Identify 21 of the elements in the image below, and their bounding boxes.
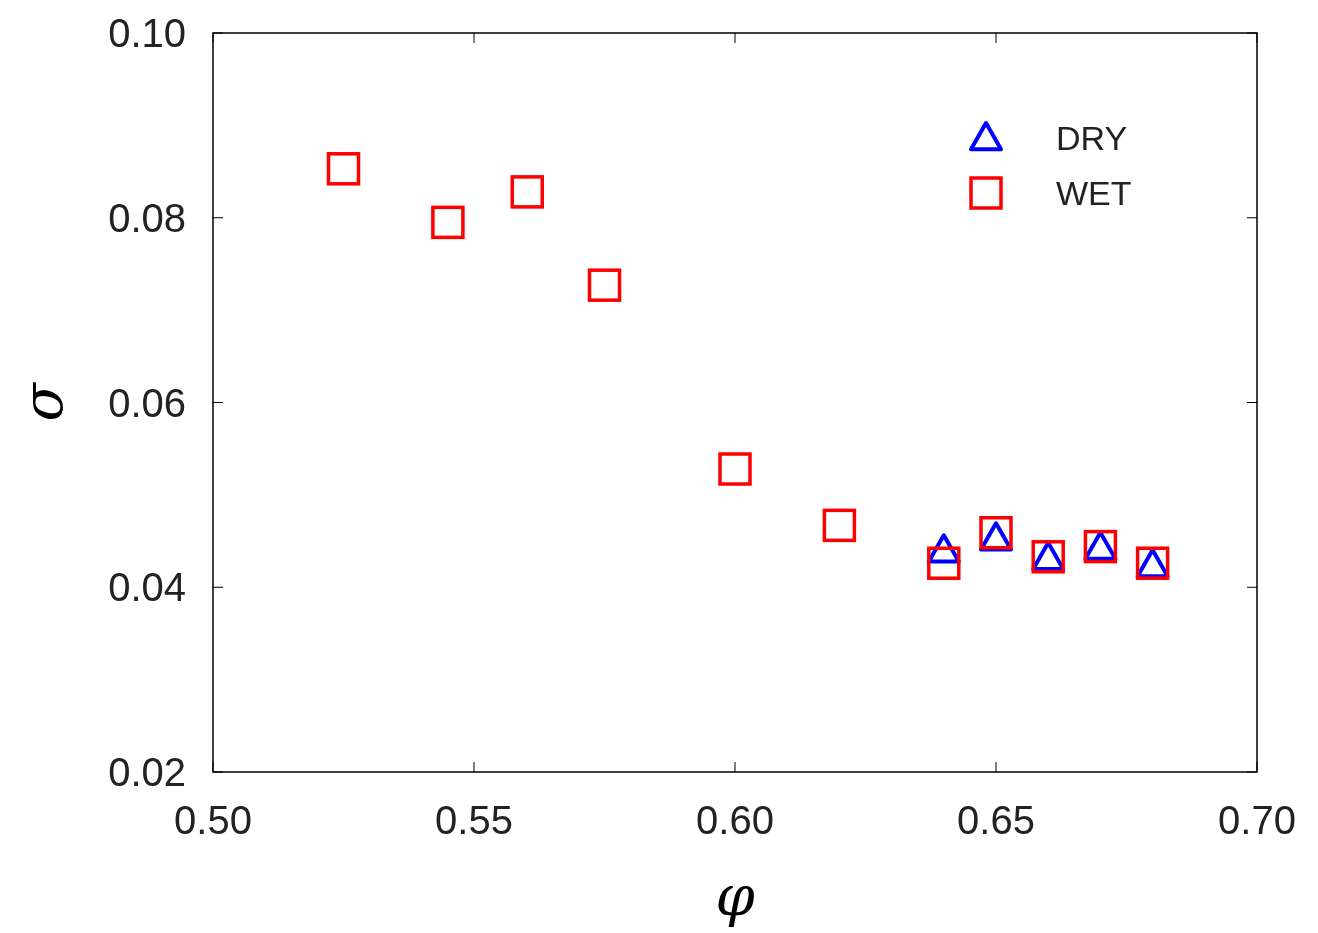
x-tick-label: 0.65	[957, 798, 1035, 842]
x-axis-title: φ	[715, 863, 755, 928]
x-tick-label: 0.50	[174, 798, 252, 842]
y-tick-label: 0.06	[108, 380, 186, 425]
point	[927, 546, 961, 580]
legend-label: WET	[1056, 174, 1132, 212]
point	[326, 152, 361, 186]
point	[822, 508, 857, 543]
point	[587, 268, 622, 302]
point	[510, 175, 544, 209]
point	[718, 452, 752, 486]
y-tick-label: 0.04	[108, 565, 186, 610]
y-axis-title: σ	[10, 381, 75, 422]
legend-label: DRY	[1056, 119, 1128, 157]
point	[431, 205, 465, 240]
y-tick-label: 0.08	[108, 195, 186, 240]
y-tick-label: 0.10	[108, 11, 186, 55]
y-tick-label: 0.02	[108, 750, 186, 794]
x-tick-label: 0.55	[435, 798, 513, 842]
x-tick-label: 0.60	[696, 798, 774, 842]
x-tick-label: 0.70	[1218, 798, 1296, 842]
